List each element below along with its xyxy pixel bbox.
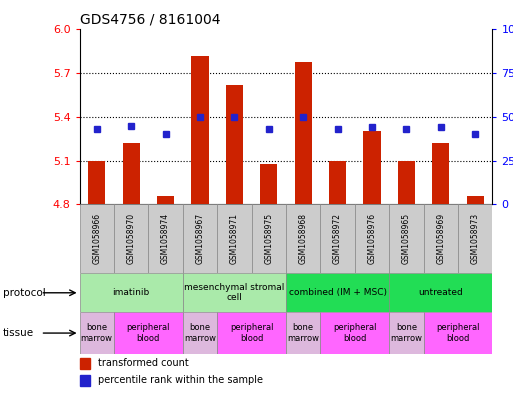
Text: GSM1058976: GSM1058976 xyxy=(367,213,377,264)
Bar xyxy=(157,196,174,204)
Bar xyxy=(217,204,251,273)
Text: peripheral
blood: peripheral blood xyxy=(230,323,273,343)
Bar xyxy=(80,358,90,369)
Text: imatinib: imatinib xyxy=(112,288,150,297)
Text: peripheral
blood: peripheral blood xyxy=(437,323,480,343)
Bar xyxy=(286,273,389,312)
Text: bone
marrow: bone marrow xyxy=(287,323,319,343)
Bar xyxy=(88,161,105,204)
Text: protocol: protocol xyxy=(3,288,45,298)
Text: peripheral
blood: peripheral blood xyxy=(333,323,377,343)
Bar xyxy=(114,312,183,354)
Bar xyxy=(321,204,355,273)
Bar xyxy=(363,132,381,204)
Text: GSM1058966: GSM1058966 xyxy=(92,213,101,264)
Text: transformed count: transformed count xyxy=(98,358,189,368)
Text: GSM1058972: GSM1058972 xyxy=(333,213,342,264)
Bar xyxy=(294,62,312,204)
Text: tissue: tissue xyxy=(3,328,34,338)
Bar xyxy=(148,204,183,273)
Text: GDS4756 / 8161004: GDS4756 / 8161004 xyxy=(80,13,220,27)
Text: mesenchymal stromal
cell: mesenchymal stromal cell xyxy=(184,283,285,303)
Bar xyxy=(183,312,217,354)
Bar xyxy=(251,204,286,273)
Bar xyxy=(389,312,424,354)
Text: GSM1058971: GSM1058971 xyxy=(230,213,239,264)
Bar xyxy=(191,56,209,204)
Bar xyxy=(80,273,183,312)
Bar xyxy=(80,375,90,386)
Bar xyxy=(467,196,484,204)
Bar xyxy=(355,204,389,273)
Text: peripheral
blood: peripheral blood xyxy=(127,323,170,343)
Text: percentile rank within the sample: percentile rank within the sample xyxy=(98,375,263,385)
Bar xyxy=(321,312,389,354)
Text: bone
marrow: bone marrow xyxy=(184,323,216,343)
Bar xyxy=(226,85,243,204)
Bar xyxy=(286,312,321,354)
Text: GSM1058973: GSM1058973 xyxy=(471,213,480,264)
Bar xyxy=(80,312,114,354)
Text: GSM1058970: GSM1058970 xyxy=(127,213,135,264)
Bar xyxy=(217,312,286,354)
Bar xyxy=(398,161,415,204)
Text: untreated: untreated xyxy=(419,288,463,297)
Bar xyxy=(389,273,492,312)
Bar xyxy=(183,204,217,273)
Text: combined (IM + MSC): combined (IM + MSC) xyxy=(289,288,387,297)
Bar xyxy=(80,204,114,273)
Text: bone
marrow: bone marrow xyxy=(81,323,113,343)
Text: GSM1058968: GSM1058968 xyxy=(299,213,308,264)
Bar xyxy=(183,273,286,312)
Bar xyxy=(389,204,424,273)
Bar xyxy=(114,204,148,273)
Text: GSM1058967: GSM1058967 xyxy=(195,213,205,264)
Text: bone
marrow: bone marrow xyxy=(390,323,422,343)
Bar xyxy=(432,143,449,204)
Bar xyxy=(424,204,458,273)
Bar xyxy=(424,312,492,354)
Text: GSM1058969: GSM1058969 xyxy=(437,213,445,264)
Bar xyxy=(458,204,492,273)
Bar xyxy=(329,161,346,204)
Bar xyxy=(123,143,140,204)
Text: GSM1058965: GSM1058965 xyxy=(402,213,411,264)
Bar xyxy=(286,204,321,273)
Text: GSM1058975: GSM1058975 xyxy=(264,213,273,264)
Bar xyxy=(260,163,278,204)
Text: GSM1058974: GSM1058974 xyxy=(161,213,170,264)
